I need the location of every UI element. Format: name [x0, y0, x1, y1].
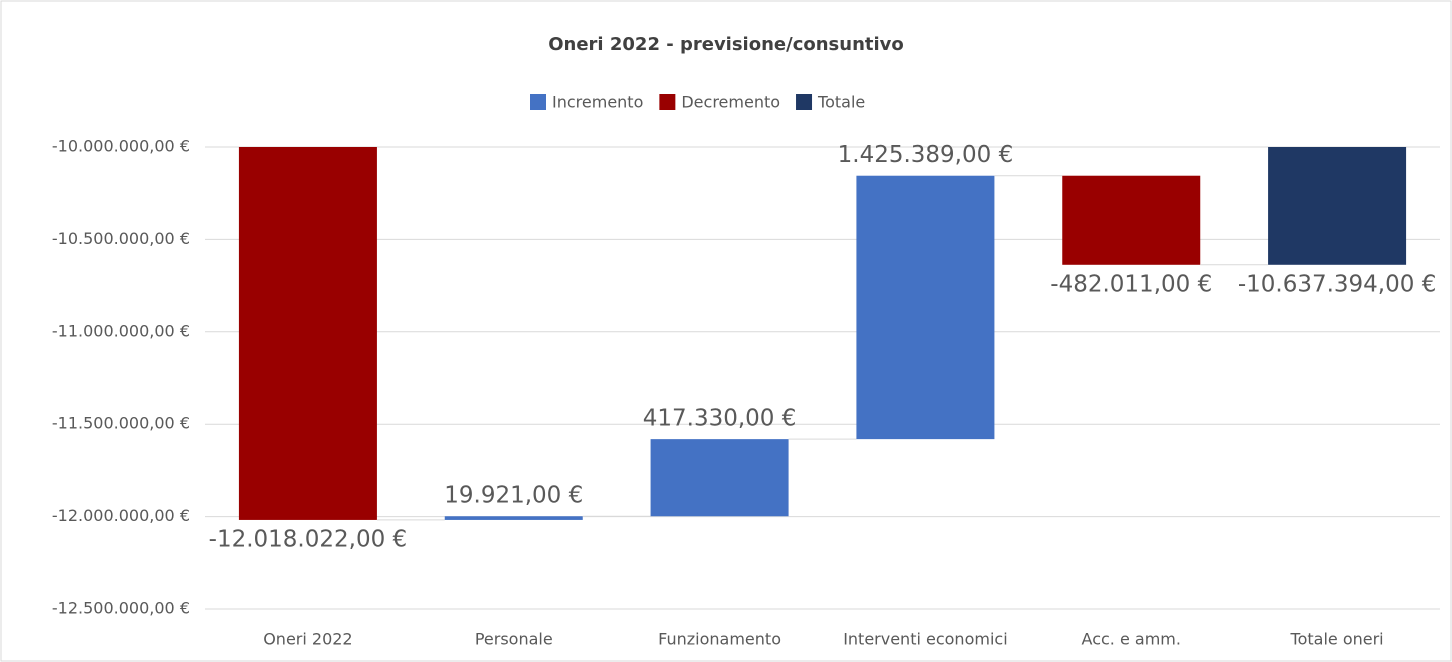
bar	[1268, 147, 1407, 265]
legend-swatch	[796, 94, 813, 110]
data-label: 417.330,00 €	[643, 406, 797, 432]
y-tick-label: -10.500.000,00 €	[52, 229, 190, 248]
legend-swatch	[659, 94, 676, 110]
data-label: -12.018.022,00 €	[209, 526, 408, 552]
x-tick-label: Acc. e amm.	[1082, 630, 1181, 649]
x-tick-label: Funzionamento	[658, 630, 781, 649]
x-tick-label: Interventi economici	[843, 630, 1007, 649]
data-label: -10.637.394,00 €	[1238, 271, 1437, 297]
y-tick-label: -12.000.000,00 €	[52, 506, 190, 525]
data-label: -482.011,00 €	[1050, 271, 1212, 297]
y-tick-label: -10.000.000,00 €	[52, 137, 190, 156]
legend-label: Decremento	[681, 93, 780, 112]
bar	[444, 516, 583, 520]
x-tick-label: Totale oneri	[1290, 630, 1384, 649]
bar	[238, 147, 377, 520]
bar	[650, 439, 789, 517]
y-tick-label: -12.500.000,00 €	[52, 599, 190, 618]
data-label: 1.425.389,00 €	[838, 142, 1014, 168]
bar	[856, 175, 995, 440]
data-label: 19.921,00 €	[444, 483, 583, 509]
legend-label: Incremento	[552, 93, 643, 112]
legend-swatch	[530, 94, 546, 110]
y-tick-label: -11.500.000,00 €	[52, 414, 190, 433]
y-tick-label: -11.000.000,00 €	[52, 321, 190, 340]
legend-label: Totale	[817, 93, 865, 112]
x-tick-label: Oneri 2022	[263, 630, 352, 649]
chart-title: Oneri 2022 - previsione/consuntivo	[548, 34, 904, 55]
x-tick-label: Personale	[475, 630, 553, 649]
bar	[1062, 175, 1201, 265]
